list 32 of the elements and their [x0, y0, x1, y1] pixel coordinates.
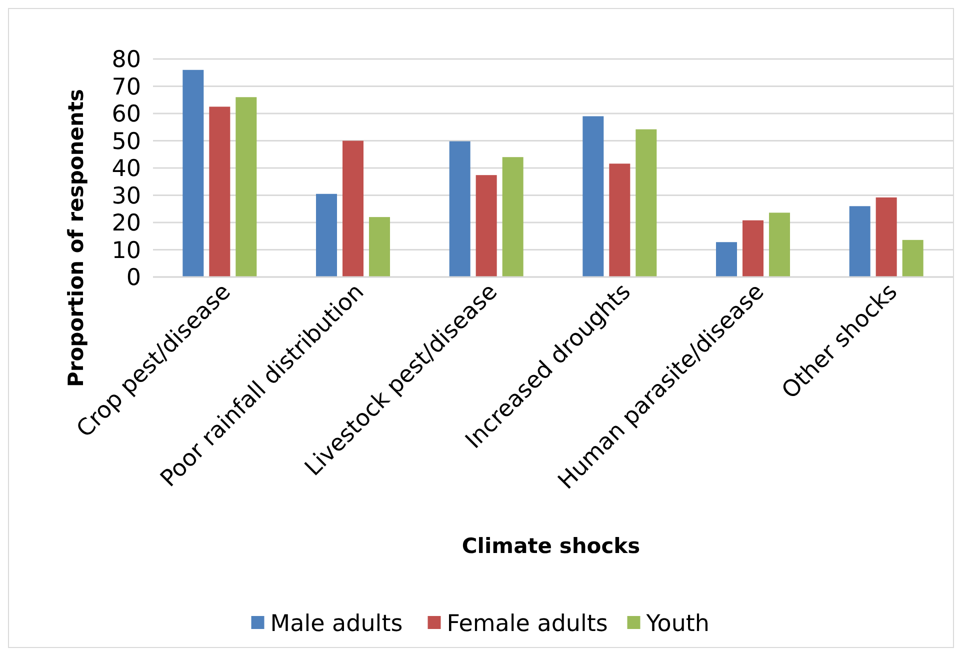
y-tick-label: 30 [112, 183, 141, 210]
bar [236, 97, 257, 277]
bar [342, 140, 364, 277]
y-tick-label: 0 [126, 265, 141, 292]
x-axis-title: Climate shocks [462, 534, 640, 558]
bar [742, 220, 764, 277]
bar [316, 194, 337, 277]
y-tick-label: 10 [112, 238, 141, 264]
bar [769, 212, 790, 277]
bar [582, 116, 604, 277]
legend-label: Male adults [270, 611, 403, 638]
y-tick-label: 40 [112, 156, 141, 182]
y-tick-label: 60 [112, 102, 141, 128]
bar [636, 129, 657, 277]
bar [609, 164, 630, 277]
bar [476, 175, 497, 277]
bar [849, 206, 870, 277]
bar [716, 242, 737, 277]
bar [876, 197, 897, 277]
bar [182, 70, 204, 277]
bar [209, 106, 230, 277]
bar [502, 157, 524, 277]
y-tick-label: 80 [112, 47, 141, 74]
bar [449, 141, 470, 277]
bar [902, 240, 924, 277]
bar [369, 217, 390, 277]
y-axis-title: Proportion of responents [64, 88, 88, 388]
y-tick-label: 50 [112, 128, 141, 155]
y-tick-label: 70 [112, 74, 141, 100]
legend-label: Youth [645, 611, 710, 638]
y-tick-label: 20 [112, 210, 141, 237]
legend-label: Female adults [446, 611, 608, 638]
